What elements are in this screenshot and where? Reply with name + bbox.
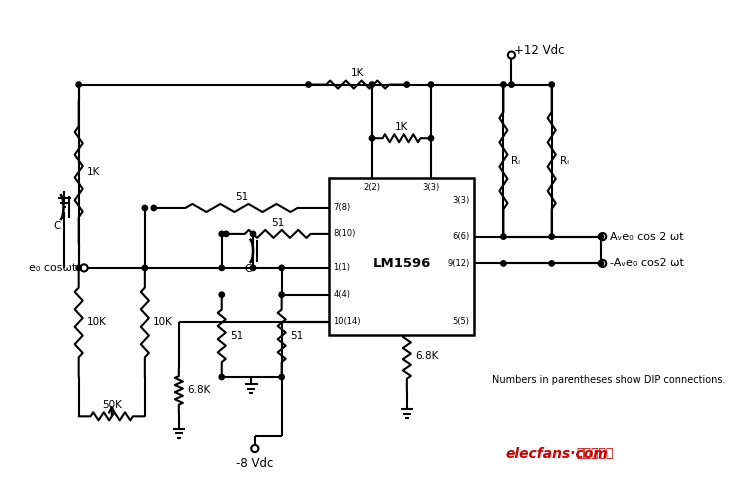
Circle shape bbox=[142, 206, 147, 210]
Text: 1K: 1K bbox=[351, 68, 364, 78]
Text: 8(10): 8(10) bbox=[334, 230, 356, 238]
Circle shape bbox=[598, 234, 604, 239]
Text: 9(12): 9(12) bbox=[447, 259, 470, 268]
Circle shape bbox=[404, 82, 409, 87]
Circle shape bbox=[598, 260, 604, 266]
Circle shape bbox=[549, 234, 554, 239]
Circle shape bbox=[306, 82, 311, 87]
Text: 4(4): 4(4) bbox=[334, 290, 351, 299]
Circle shape bbox=[76, 265, 82, 270]
Text: 50K: 50K bbox=[102, 400, 122, 410]
Text: 5(5): 5(5) bbox=[453, 317, 470, 326]
Bar bbox=[329, 178, 474, 335]
Text: 3(3): 3(3) bbox=[453, 196, 470, 205]
Text: 6.8K: 6.8K bbox=[415, 352, 438, 362]
Text: 7(8): 7(8) bbox=[334, 204, 351, 212]
Circle shape bbox=[549, 82, 554, 87]
Circle shape bbox=[279, 265, 284, 270]
Circle shape bbox=[500, 82, 506, 87]
Circle shape bbox=[509, 82, 514, 87]
Text: e₀ cosωt: e₀ cosωt bbox=[28, 263, 76, 273]
Circle shape bbox=[429, 136, 434, 141]
Text: C: C bbox=[53, 222, 61, 232]
Text: +12 Vdc: +12 Vdc bbox=[514, 44, 565, 58]
Circle shape bbox=[219, 231, 224, 236]
Text: 3(3): 3(3) bbox=[423, 183, 440, 192]
Text: 1(1): 1(1) bbox=[334, 264, 351, 272]
Text: Aᵥe₀ cos 2 ωt: Aᵥe₀ cos 2 ωt bbox=[610, 232, 684, 241]
Circle shape bbox=[251, 265, 256, 270]
Text: 10(14): 10(14) bbox=[334, 317, 361, 326]
Circle shape bbox=[429, 82, 434, 87]
Text: 51: 51 bbox=[289, 331, 303, 341]
Circle shape bbox=[500, 260, 506, 266]
Text: 电子发烧友: 电子发烧友 bbox=[577, 448, 614, 460]
Text: LM1596: LM1596 bbox=[373, 258, 431, 270]
Text: 51: 51 bbox=[235, 192, 248, 202]
Circle shape bbox=[219, 374, 224, 380]
Circle shape bbox=[219, 292, 224, 298]
Text: 1K: 1K bbox=[87, 167, 100, 177]
Text: Numbers in parentheses show DIP connections.: Numbers in parentheses show DIP connecti… bbox=[491, 374, 726, 384]
Circle shape bbox=[151, 206, 156, 210]
Circle shape bbox=[224, 231, 229, 236]
Text: -Aᵥe₀ cos2 ωt: -Aᵥe₀ cos2 ωt bbox=[610, 258, 684, 268]
Text: 6.8K: 6.8K bbox=[187, 386, 210, 396]
Circle shape bbox=[370, 136, 375, 141]
Circle shape bbox=[219, 265, 224, 270]
Circle shape bbox=[279, 292, 284, 298]
Text: 10K: 10K bbox=[153, 318, 173, 328]
Text: 6(6): 6(6) bbox=[453, 232, 470, 241]
Circle shape bbox=[76, 82, 82, 87]
Circle shape bbox=[142, 265, 147, 270]
Circle shape bbox=[500, 234, 506, 239]
Text: C: C bbox=[244, 264, 251, 274]
Text: Rₗ: Rₗ bbox=[560, 156, 568, 166]
Text: 10K: 10K bbox=[87, 318, 107, 328]
Text: 51: 51 bbox=[230, 331, 243, 341]
Text: elecfans·com: elecfans·com bbox=[505, 447, 608, 461]
Text: Rₗ: Rₗ bbox=[512, 156, 521, 166]
Text: 51: 51 bbox=[271, 218, 284, 228]
Circle shape bbox=[279, 374, 284, 380]
Text: 2(2): 2(2) bbox=[364, 183, 381, 192]
Circle shape bbox=[370, 82, 375, 87]
Circle shape bbox=[251, 231, 256, 236]
Circle shape bbox=[549, 260, 554, 266]
Text: -8 Vdc: -8 Vdc bbox=[236, 458, 274, 470]
Text: 1K: 1K bbox=[395, 122, 408, 132]
